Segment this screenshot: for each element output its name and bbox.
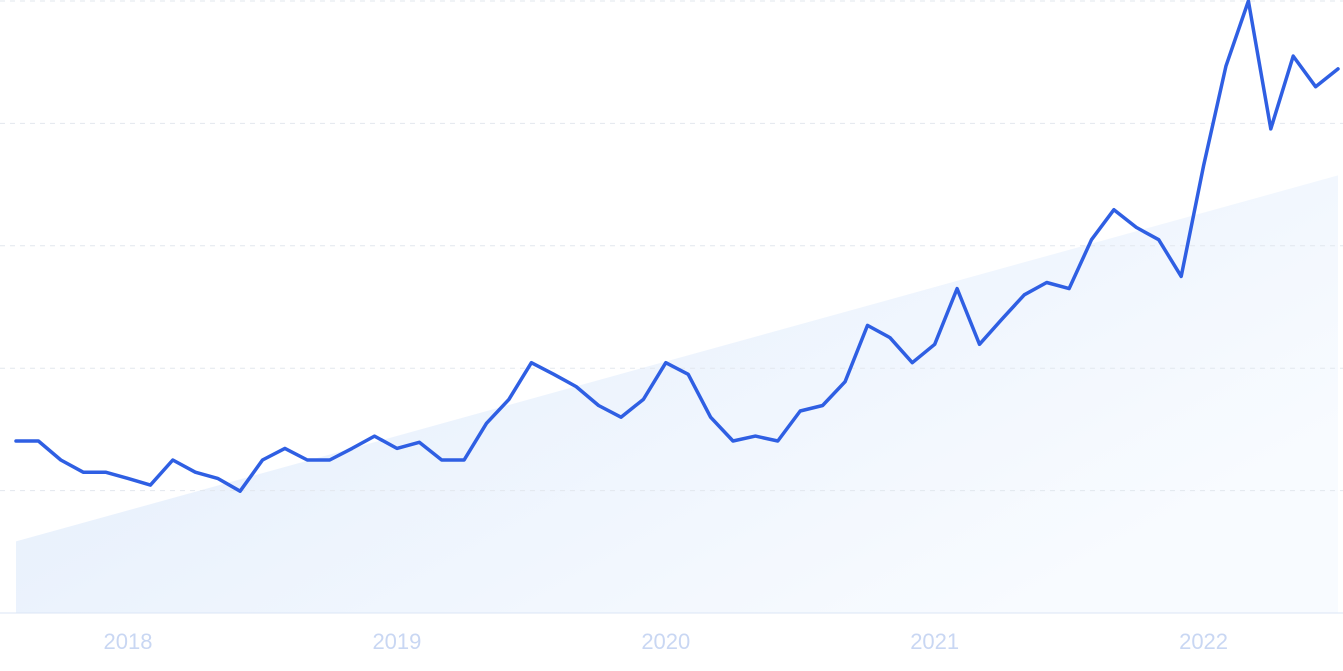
trend-line xyxy=(14,0,1340,493)
x-tick-label: 2022 xyxy=(1179,629,1228,654)
trend-area xyxy=(16,175,1338,614)
x-tick-label: 2018 xyxy=(104,629,153,654)
x-tick-label: 2020 xyxy=(641,629,690,654)
x-tick-label: 2021 xyxy=(910,629,959,654)
x-tick-label: 2019 xyxy=(372,629,421,654)
